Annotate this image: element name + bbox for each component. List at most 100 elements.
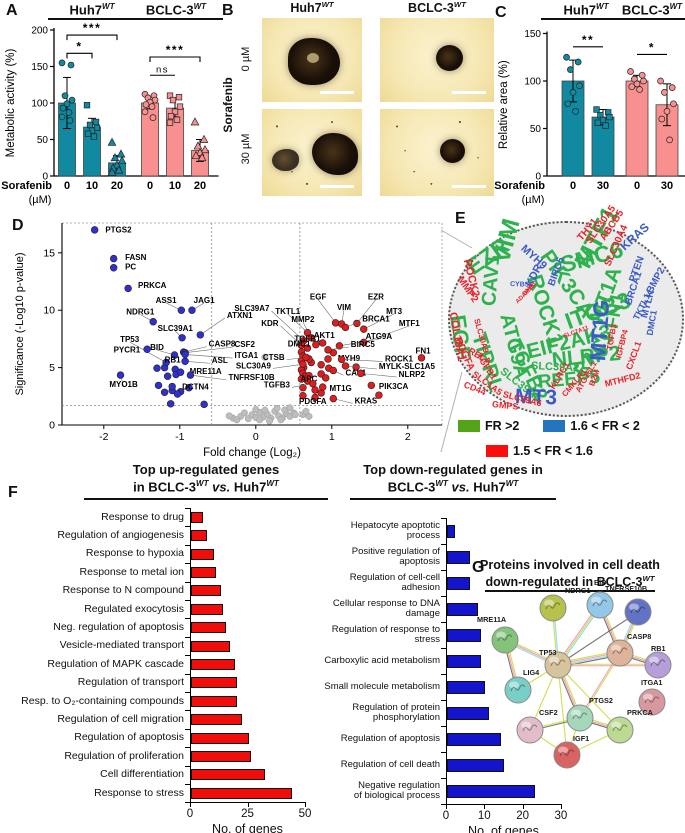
legend-label: 1.6 < FR < 2	[570, 419, 640, 433]
svg-text:CTSB: CTSB	[263, 353, 285, 362]
gene-point	[341, 362, 350, 370]
group-title-huh7: Huh7WT	[48, 2, 136, 21]
bar	[447, 654, 482, 668]
gene-point	[143, 345, 151, 353]
panel-c-label: C	[495, 4, 507, 21]
panel-g: G Proteins involved in cell death down-r…	[455, 545, 685, 833]
data-point	[83, 102, 91, 109]
svg-text:BRCA1: BRCA1	[362, 314, 390, 323]
svg-text:MTF1: MTF1	[399, 319, 420, 328]
upregulated-genes-chart: Response to drug Regulation of angiogenes…	[10, 508, 340, 833]
panel-d: D -2 -1 0 1 2 0 5 10 15 Fold change (Log₂) Signifi…	[10, 213, 460, 465]
category-label: Regulation of cell-cell adhesion	[349, 572, 440, 593]
data-point	[92, 118, 100, 126]
svg-text:PRKCA: PRKCA	[138, 281, 167, 290]
bar	[447, 758, 505, 772]
gene-point	[331, 319, 340, 327]
svg-text:SLC39A1: SLC39A1	[158, 324, 194, 333]
svg-text:50: 50	[530, 124, 542, 135]
svg-text:NDRG1: NDRG1	[126, 307, 155, 316]
svg-text:FN1: FN1	[415, 346, 431, 355]
svg-text:CSF2: CSF2	[235, 340, 256, 349]
gene-point	[417, 354, 426, 362]
panel-a: A Huh7WT BCLC-3WT 0 50 100 150 200 Metabolic …	[0, 0, 224, 215]
data-point	[58, 113, 66, 121]
gene-point	[302, 353, 310, 361]
data-point	[67, 61, 75, 69]
data-point	[657, 77, 664, 85]
protein-node-label: BiD	[594, 578, 607, 587]
category-label: Response to N compound	[62, 584, 184, 597]
svg-text:FASN: FASN	[125, 253, 147, 262]
downregulated-genes-chart: Hepatocyte apoptotic process Positive reg…	[316, 518, 596, 833]
svg-text:MT3: MT3	[386, 307, 403, 316]
data-point	[658, 115, 666, 123]
data-point	[628, 83, 636, 91]
svg-text:ATG9A: ATG9A	[366, 332, 393, 341]
protein-node-label: PRKCA	[627, 708, 654, 717]
data-point	[668, 84, 676, 92]
data-point	[666, 136, 673, 144]
protein-node	[544, 651, 572, 679]
svg-text:-1: -1	[175, 431, 184, 443]
gene-point	[163, 372, 172, 380]
bar	[191, 732, 249, 744]
network-edge	[557, 664, 621, 731]
data-point	[572, 108, 579, 115]
data-point	[176, 103, 184, 110]
data-point	[633, 80, 641, 88]
bar	[447, 784, 536, 798]
group-title-huh7: Huh7WT	[541, 2, 631, 21]
category-label: Cell differentiation	[100, 768, 184, 781]
data-point	[141, 108, 149, 116]
scale-bar	[320, 185, 354, 188]
svg-text:20: 20	[111, 180, 123, 192]
gene-point	[154, 381, 163, 390]
bar	[191, 769, 265, 781]
data-point	[166, 119, 174, 126]
row-label-30um: 30 µM	[240, 133, 252, 165]
svg-text:MT1G: MT1G	[330, 384, 352, 393]
cloud-gene-word: CAV1	[478, 253, 505, 307]
data-point	[65, 109, 73, 116]
protein-node	[491, 626, 519, 654]
bar	[191, 566, 217, 578]
svg-text:DCTN4: DCTN4	[182, 383, 209, 392]
bar	[191, 511, 203, 523]
bar	[191, 750, 251, 762]
category-label: Regulation of proliferation	[64, 749, 184, 762]
gene-point	[307, 334, 315, 342]
column-header-bclc3: BCLC-3WT	[408, 0, 466, 16]
svg-text:PYCR1: PYCR1	[114, 345, 141, 354]
svg-text:0: 0	[49, 420, 55, 432]
gene-point	[196, 331, 205, 339]
gene-point	[367, 381, 376, 390]
panel-g-label: G	[472, 559, 485, 576]
svg-text:APC: APC	[301, 375, 318, 384]
protein-node	[586, 591, 614, 619]
svg-text:AKT1: AKT1	[314, 331, 335, 340]
sorafenib-axis-label: Sorafenib	[221, 77, 235, 133]
gene-point	[178, 334, 186, 342]
svg-text:DMC1: DMC1	[288, 340, 311, 349]
category-label: Negative regulation of biological proces…	[353, 780, 440, 801]
gene-point	[109, 254, 118, 263]
gene-point	[317, 361, 325, 369]
data-point	[569, 89, 577, 96]
bar	[447, 680, 486, 694]
data-point	[638, 71, 646, 79]
gene-point	[329, 394, 338, 403]
svg-text:Relative area (%): Relative area (%)	[498, 60, 510, 149]
svg-text:0: 0	[64, 180, 70, 192]
svg-text:**: **	[582, 33, 594, 47]
gene-point	[299, 360, 307, 368]
group-title-bclc3: BCLC-3WT	[129, 2, 223, 21]
data-point	[606, 113, 613, 121]
gene-point	[312, 340, 320, 349]
bar	[191, 640, 231, 652]
bar	[447, 550, 470, 564]
volcano-plot: -2 -1 0 1 2 0 5 10 15 Fold change (Log₂) Significa…	[14, 222, 443, 459]
svg-text:0: 0	[634, 180, 640, 192]
